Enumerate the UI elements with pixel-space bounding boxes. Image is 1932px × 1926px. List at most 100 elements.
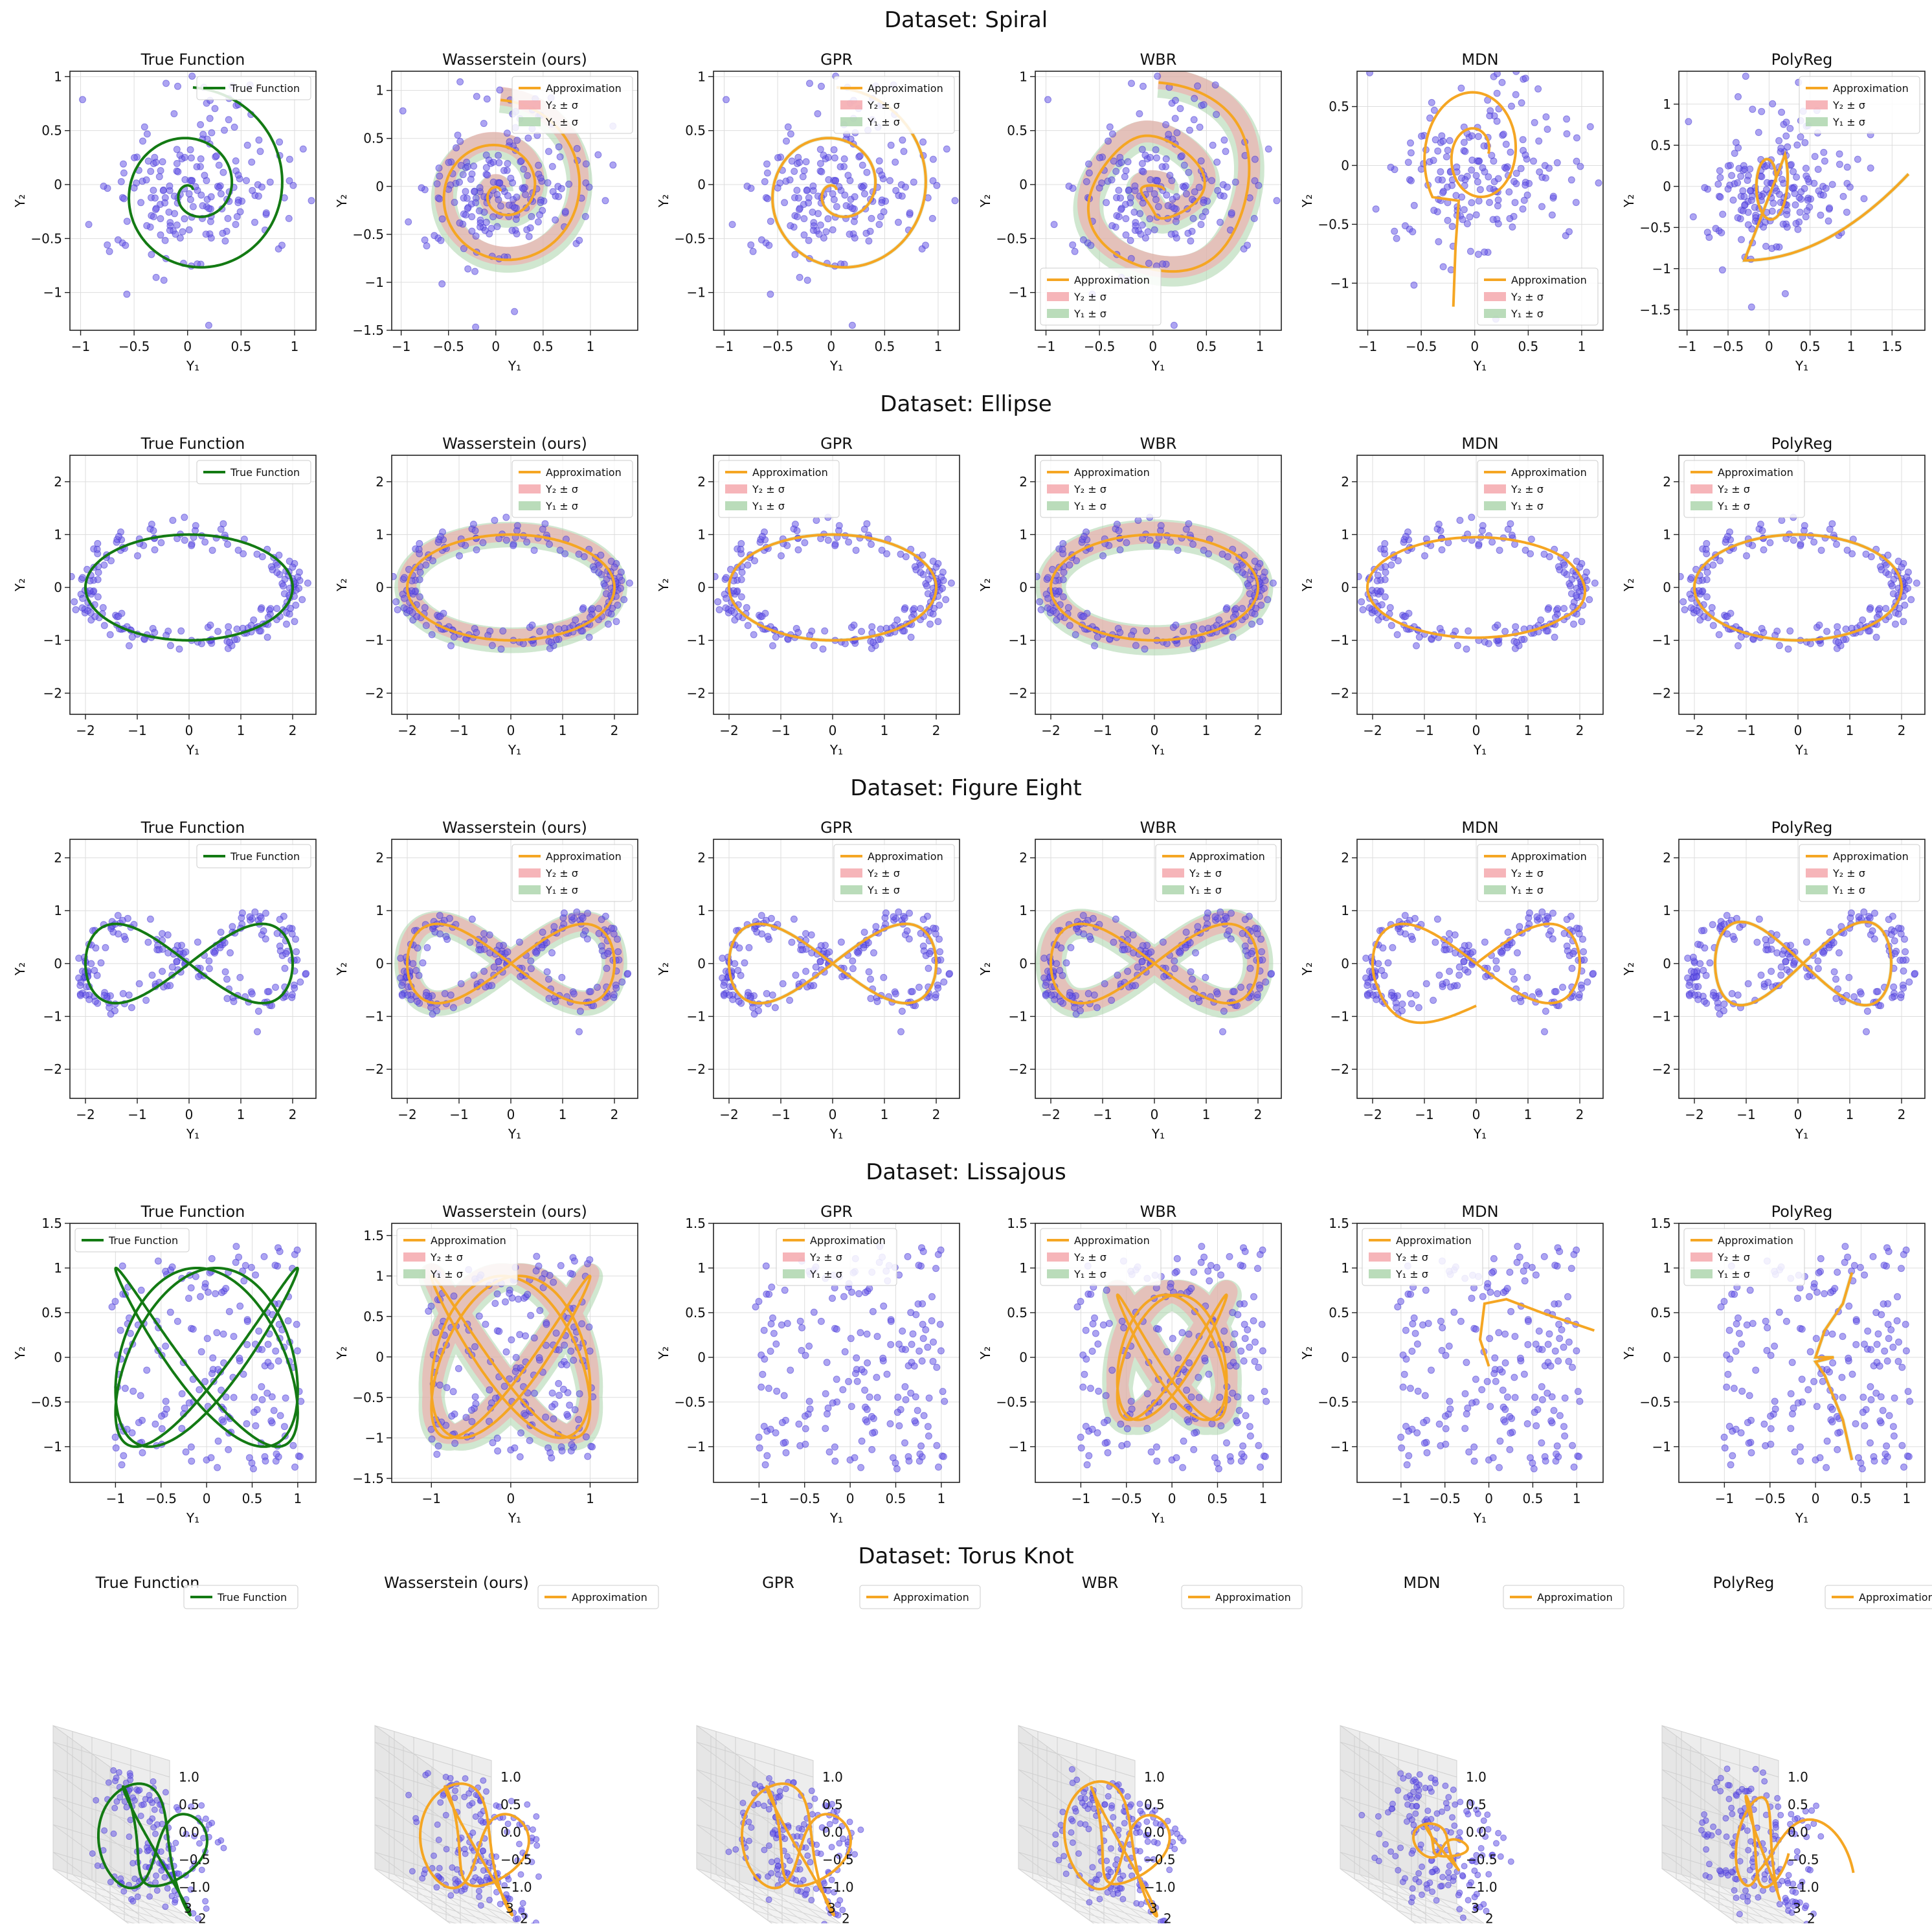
data-point — [1148, 1449, 1154, 1455]
x-tick-label: 0.5 — [230, 339, 251, 354]
data-point — [473, 1401, 479, 1407]
data-point — [837, 164, 844, 170]
data-point — [610, 162, 616, 168]
data-point — [232, 158, 239, 164]
data-point — [816, 231, 822, 238]
data-point — [1487, 185, 1493, 192]
data-point — [1729, 172, 1735, 179]
data-point — [861, 929, 868, 936]
data-point — [839, 973, 846, 980]
data-point — [1135, 517, 1141, 524]
data-point — [941, 1398, 948, 1405]
data-point — [1473, 172, 1479, 179]
data-point — [1416, 634, 1422, 640]
data-point — [1505, 929, 1511, 936]
data-point — [1402, 223, 1408, 229]
panel-title: GPR — [820, 51, 853, 69]
data-point — [470, 521, 477, 528]
data-point — [1811, 539, 1817, 545]
x-axis-label: Y₁ — [1151, 742, 1165, 758]
data-point — [498, 646, 504, 652]
data-point — [803, 931, 809, 937]
data-point — [723, 595, 730, 602]
data-point — [514, 137, 521, 144]
data-point — [879, 547, 885, 554]
y-tick-label: 0 — [1341, 956, 1349, 971]
data-point — [849, 322, 855, 328]
data-point — [120, 1453, 127, 1459]
data-point — [1172, 115, 1178, 122]
data-point — [930, 1358, 936, 1365]
data-point — [179, 1390, 185, 1397]
data-point — [758, 912, 765, 919]
data-point — [1118, 207, 1124, 213]
panel-title: Wasserstein (ours) — [442, 435, 587, 453]
data-point — [464, 205, 471, 212]
data-point — [172, 231, 179, 238]
legend-label: Y₂ ± σ — [867, 867, 900, 879]
data-point — [829, 1295, 836, 1302]
data-point — [267, 1363, 274, 1369]
data-point — [1196, 124, 1203, 130]
data-point — [1402, 912, 1408, 919]
dataset-title: Dataset: Spiral — [884, 7, 1048, 33]
data-point — [1086, 933, 1093, 940]
data-point — [1155, 203, 1162, 210]
data-point — [1815, 966, 1821, 972]
y-tick-label: 2 — [376, 850, 384, 866]
data-point — [730, 587, 737, 594]
data-point — [809, 209, 816, 216]
data-point — [1836, 639, 1842, 646]
data-point — [405, 992, 411, 999]
data-point — [1836, 161, 1843, 168]
legend: True Function — [197, 844, 311, 868]
data-point — [444, 1385, 450, 1391]
x-axis-label: Y₁ — [1151, 358, 1165, 374]
data-point — [802, 1352, 809, 1359]
data-point — [1465, 969, 1471, 975]
data-point — [746, 944, 752, 951]
data-point — [135, 552, 141, 559]
x-tick-label: 0 — [507, 1107, 515, 1122]
data-point — [825, 537, 831, 543]
data-point — [874, 1394, 881, 1401]
data-point — [421, 237, 428, 244]
data-point — [1092, 642, 1098, 649]
data-point — [825, 1405, 831, 1411]
data-point — [832, 177, 838, 184]
data-point — [1758, 108, 1765, 115]
x-tick-label: −1 — [715, 339, 734, 354]
legend-patch — [519, 100, 541, 109]
data-point — [471, 972, 477, 979]
data-point — [937, 1321, 943, 1328]
data-point — [764, 1453, 770, 1459]
y-tick-label: −1 — [365, 1008, 384, 1024]
data-point — [849, 958, 856, 964]
data-point — [1129, 80, 1135, 87]
data-point — [1694, 941, 1701, 947]
data-point — [1794, 142, 1801, 148]
data-point — [787, 223, 794, 229]
data-point — [1167, 539, 1174, 545]
data-point — [1690, 214, 1696, 220]
data-point — [1554, 159, 1560, 166]
data-point — [272, 1262, 278, 1269]
data-point — [1163, 122, 1169, 128]
data-point — [796, 274, 803, 280]
data-point — [1116, 187, 1122, 194]
data-point — [264, 1390, 271, 1396]
data-point — [1140, 168, 1147, 175]
data-point — [1475, 133, 1481, 140]
data-point — [279, 242, 286, 249]
y-tick-label: 0 — [376, 1349, 384, 1365]
x-tick-label: 1 — [559, 723, 567, 738]
data-point — [1415, 1004, 1422, 1011]
data-point — [811, 1309, 817, 1315]
data-point — [1440, 264, 1446, 270]
data-point — [1561, 569, 1567, 576]
data-point — [504, 161, 511, 167]
